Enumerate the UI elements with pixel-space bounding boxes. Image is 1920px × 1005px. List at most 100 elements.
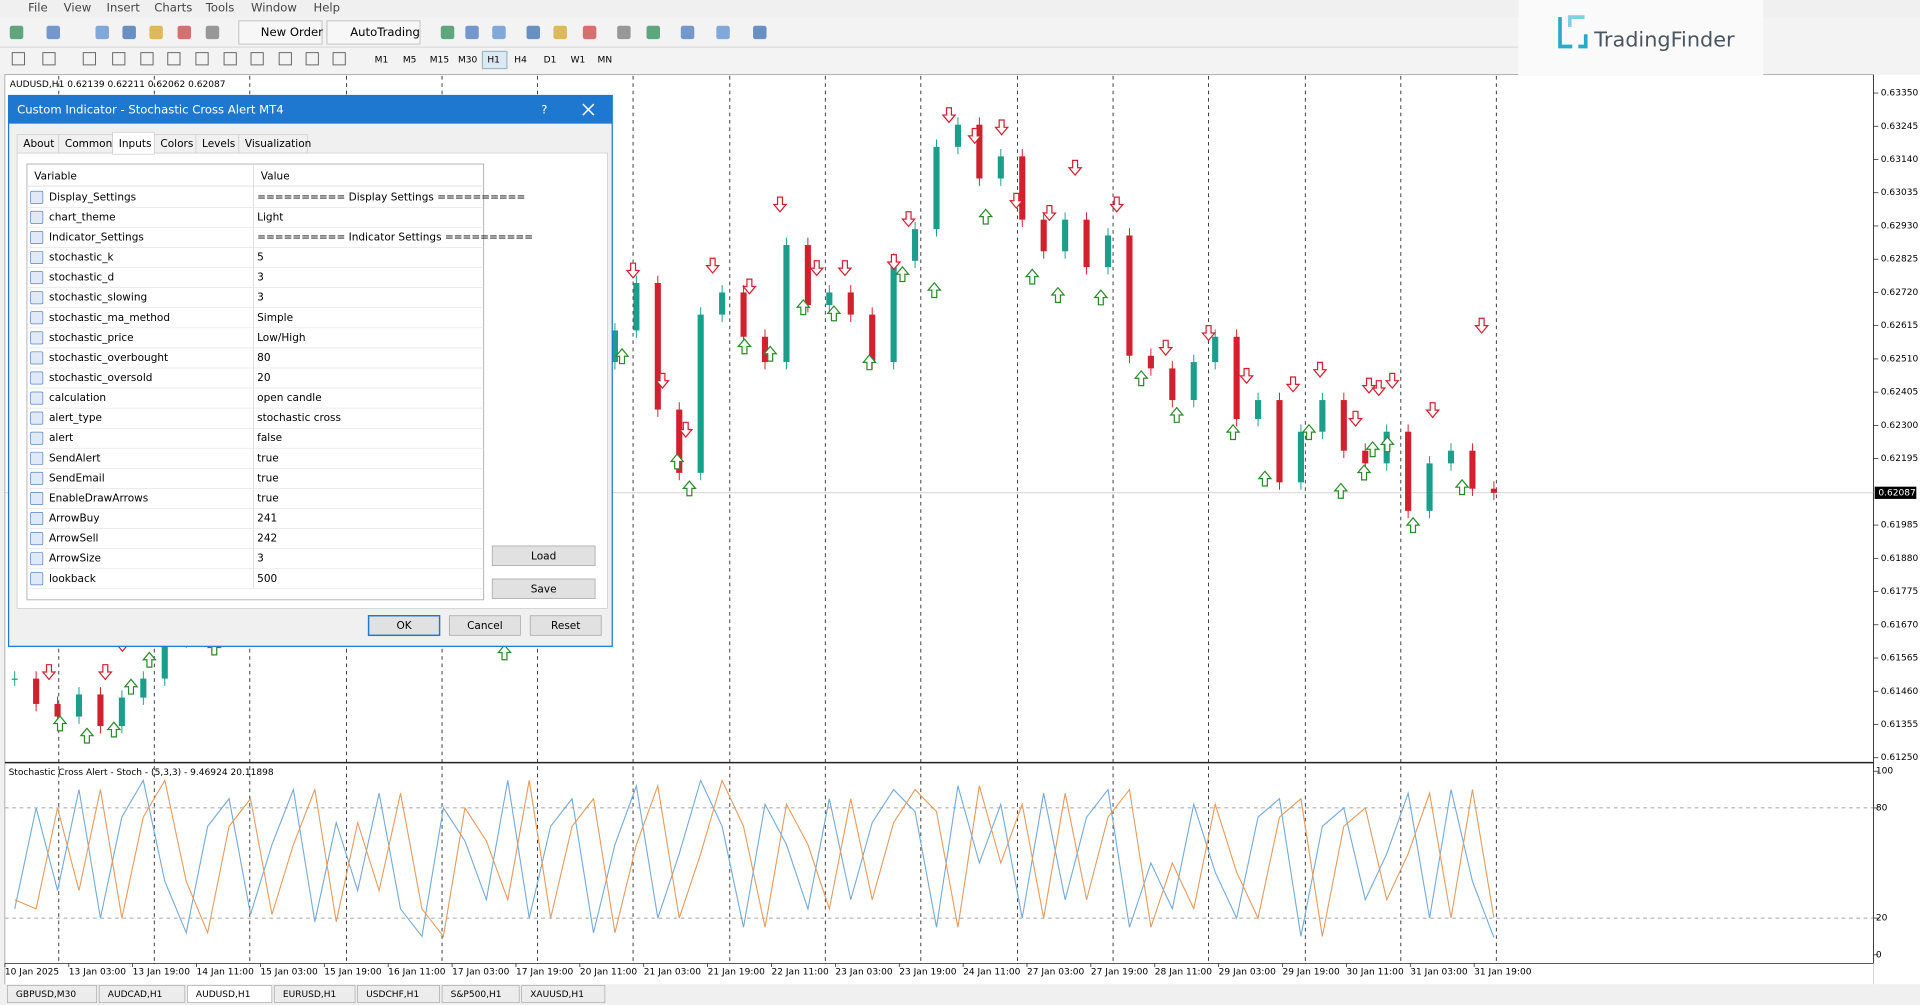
cancel-button-label[interactable]: Cancel <box>467 620 503 632</box>
variable-name[interactable]: alert <box>49 432 73 444</box>
variable-value[interactable]: Light <box>257 211 283 223</box>
variable-name[interactable]: chart_theme <box>49 211 116 223</box>
toolbar-icon[interactable] <box>681 26 694 39</box>
variable-value[interactable]: 3 <box>257 553 264 565</box>
menu-item[interactable]: View <box>64 0 92 14</box>
tab-label[interactable]: XAUUSD,H1 <box>530 990 584 1000</box>
dialog-tab-label[interactable]: Colors <box>160 138 193 150</box>
tab-label[interactable]: AUDCAD,H1 <box>108 990 163 1000</box>
timeframe[interactable]: D1 <box>544 55 557 65</box>
toolbar-icon[interactable] <box>617 26 630 39</box>
variable-value[interactable]: false <box>257 432 282 444</box>
save-button-label[interactable]: Save <box>531 583 557 595</box>
variable-name[interactable]: ArrowBuy <box>49 513 100 525</box>
variable-value[interactable]: ========== Indicator Settings ========== <box>257 231 533 243</box>
menu-item[interactable]: Help <box>313 0 340 14</box>
toolbar-icon[interactable] <box>647 26 660 39</box>
variable-value[interactable]: true <box>257 492 279 504</box>
load-button-label[interactable]: Load <box>531 550 556 562</box>
dialog-tab-label[interactable]: Inputs <box>119 138 152 150</box>
ok-button-label[interactable]: OK <box>396 620 412 632</box>
variable-value[interactable]: 80 <box>257 352 270 364</box>
dialog-tab-label[interactable]: Common <box>65 138 112 150</box>
timeframe[interactable]: H4 <box>514 55 527 65</box>
variable-value[interactable]: open candle <box>257 392 322 404</box>
price-tick-label: 0.61880 <box>1881 554 1919 564</box>
toolbar-icon[interactable] <box>583 26 596 39</box>
variable-name[interactable]: ArrowSize <box>49 553 101 565</box>
variable-name[interactable]: Display_Settings <box>49 191 136 203</box>
toolbar-icon[interactable] <box>553 26 566 39</box>
variable-name[interactable]: Indicator_Settings <box>49 231 144 243</box>
tab-label[interactable]: S&P500,H1 <box>451 990 502 1000</box>
auto-trading[interactable]: AutoTrading <box>350 25 420 39</box>
toolbar-icon[interactable] <box>149 26 162 39</box>
menu-item[interactable]: Charts <box>154 0 192 14</box>
timeframe[interactable]: M5 <box>403 55 417 65</box>
new-order[interactable]: New Order <box>261 25 323 39</box>
toolbar-icon[interactable] <box>47 26 60 39</box>
variable-name[interactable]: alert_type <box>49 412 102 424</box>
variable-value[interactable]: Low/High <box>257 332 305 344</box>
toolbar-icon[interactable] <box>441 26 454 39</box>
dialog-tab-label[interactable]: Visualization <box>245 138 311 150</box>
timeframe[interactable]: M15 <box>430 55 449 65</box>
variable-value[interactable]: Simple <box>257 312 293 324</box>
tab-label[interactable]: USDCHF,H1 <box>366 990 419 1000</box>
timeframe[interactable]: MN <box>598 55 613 65</box>
variable-name[interactable]: stochastic_slowing <box>49 292 147 304</box>
timeframe[interactable]: M30 <box>458 55 478 65</box>
variable-name[interactable]: stochastic_overbought <box>49 352 168 364</box>
variable-value[interactable]: ========== Display Settings ========== <box>257 191 525 203</box>
indicator-tick-label: 100 <box>1876 767 1894 777</box>
toolbar-icon[interactable] <box>492 26 505 39</box>
timeframe[interactable]: W1 <box>571 55 586 65</box>
variable-name[interactable]: stochastic_k <box>49 252 114 264</box>
variable-name[interactable]: EnableDrawArrows <box>49 492 148 504</box>
dialog-tab-label[interactable]: Levels <box>202 138 235 150</box>
dialog-tab-label[interactable]: About <box>23 138 54 150</box>
variable-name[interactable]: SendEmail <box>49 472 105 484</box>
variable-name[interactable]: stochastic_d <box>49 272 114 284</box>
current-price-label: 0.62087 <box>1878 488 1915 498</box>
help-button[interactable]: ? <box>541 103 547 117</box>
price-tick-label: 0.62510 <box>1881 354 1919 364</box>
tab-label[interactable]: EURUSD,H1 <box>283 990 336 1000</box>
toolbar-icon[interactable] <box>527 26 540 39</box>
menu-item[interactable]: File <box>28 0 47 14</box>
timeframe[interactable]: H1 <box>487 55 500 65</box>
tab-label[interactable]: GBPUSD,M30 <box>16 990 76 1000</box>
toolbar-icon[interactable] <box>716 26 729 39</box>
variable-name[interactable]: ArrowSell <box>49 533 98 545</box>
variable-value[interactable]: 3 <box>257 292 264 304</box>
menu-item[interactable]: Window <box>251 0 297 14</box>
variable-value[interactable]: 20 <box>257 372 270 384</box>
menu-item[interactable]: Tools <box>205 0 235 14</box>
reset-button-label[interactable]: Reset <box>551 620 580 632</box>
timeframe[interactable]: M1 <box>375 55 389 65</box>
tab-label[interactable]: AUDUSD,H1 <box>196 990 251 1000</box>
menu-item[interactable]: Insert <box>107 0 141 14</box>
variable-value[interactable]: stochastic cross <box>257 412 341 424</box>
variable-name[interactable]: calculation <box>49 392 106 404</box>
variable-name[interactable]: lookback <box>49 573 97 585</box>
toolbar-icon[interactable] <box>10 26 23 39</box>
variable-value[interactable]: 242 <box>257 533 277 545</box>
toolbar-icon[interactable] <box>206 26 219 39</box>
variable-name[interactable]: stochastic_ma_method <box>49 312 170 324</box>
variable-value[interactable]: true <box>257 472 279 484</box>
toolbar-icon[interactable] <box>178 26 191 39</box>
toolbar-icon[interactable] <box>122 26 135 39</box>
variable-value[interactable]: true <box>257 452 279 464</box>
variable-value[interactable]: 3 <box>257 272 264 284</box>
toolbar-icon[interactable] <box>465 26 478 39</box>
variable-name[interactable]: stochastic_oversold <box>49 372 152 384</box>
toolbar-icon[interactable] <box>753 26 766 39</box>
toolbar-icon[interactable] <box>96 26 109 39</box>
variable-value[interactable]: 5 <box>257 252 264 264</box>
variable-value[interactable]: 241 <box>257 513 277 525</box>
variable-value[interactable]: 500 <box>257 573 277 585</box>
variable-name[interactable]: SendAlert <box>49 452 101 464</box>
variable-name[interactable]: stochastic_price <box>49 332 134 344</box>
time-label: 21 Jan 03:00 <box>644 967 702 977</box>
